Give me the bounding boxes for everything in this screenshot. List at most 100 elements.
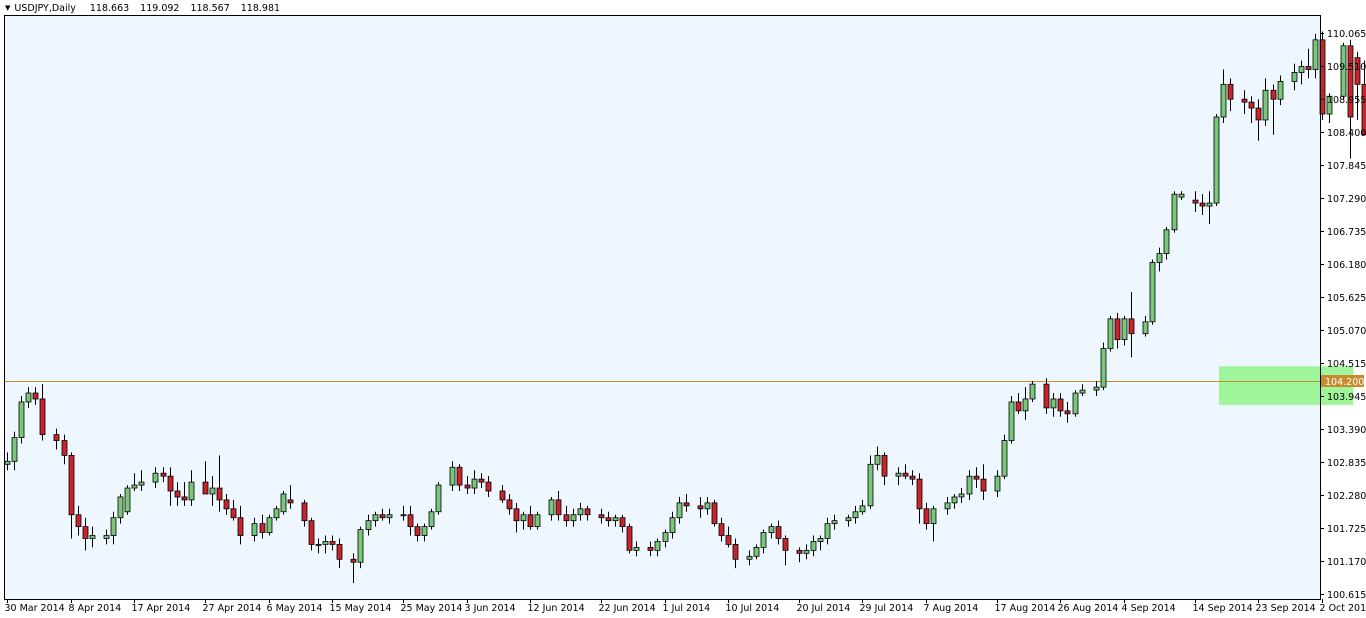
x-tick-label: 23 Sep 2014 xyxy=(1256,603,1316,614)
candle xyxy=(1298,60,1305,85)
candle xyxy=(994,470,1001,497)
x-tick-label: 30 Mar 2014 xyxy=(5,603,65,614)
candle-body-bear xyxy=(464,484,471,489)
candle-body-bull xyxy=(110,517,117,536)
y-tick-label: 106.735 xyxy=(1327,227,1366,238)
candle xyxy=(563,505,570,527)
candle xyxy=(223,493,230,515)
candle xyxy=(619,514,626,533)
candle xyxy=(1248,96,1255,123)
candle xyxy=(598,508,605,524)
candle xyxy=(273,505,280,521)
y-tick-label: 108.400 xyxy=(1327,128,1366,139)
candle xyxy=(167,467,174,506)
candle xyxy=(435,482,442,515)
x-tick-label: 26 Aug 2014 xyxy=(1058,603,1119,614)
candle-body-bull xyxy=(1142,321,1149,335)
candle xyxy=(1093,381,1100,397)
candle xyxy=(973,467,980,489)
candle-body-bull xyxy=(188,481,195,501)
ohlc-close: 118.981 xyxy=(240,3,281,14)
candle-body-bear xyxy=(230,508,237,519)
level-price-tag xyxy=(1321,375,1364,387)
candle xyxy=(181,482,188,506)
candle xyxy=(82,517,89,551)
candle-body-bear xyxy=(1354,57,1361,85)
candle xyxy=(760,529,767,554)
x-tick-label: 10 Jul 2014 xyxy=(726,603,780,614)
candle-body-bull xyxy=(548,499,555,516)
candle-body-bear xyxy=(506,499,513,510)
candle-body-bear xyxy=(53,434,60,441)
candle xyxy=(584,505,591,521)
candle xyxy=(626,523,633,554)
candle xyxy=(1354,51,1361,120)
candle-body-bear xyxy=(407,514,414,528)
candle xyxy=(1057,393,1064,417)
x-tick-label: 3 Jun 2014 xyxy=(465,603,516,614)
candle-body-bull xyxy=(251,523,258,536)
candle xyxy=(803,544,810,560)
candle-body-bull xyxy=(273,508,280,519)
candle-body-bull xyxy=(1022,398,1029,412)
plot-background xyxy=(4,15,1320,599)
candle-body-bear xyxy=(456,466,463,486)
candle xyxy=(1008,396,1015,444)
candle-body-bear xyxy=(287,499,294,504)
candle xyxy=(89,526,96,548)
x-tick-label: 15 May 2014 xyxy=(330,603,392,614)
x-tick-label: 17 Aug 2014 xyxy=(995,603,1056,614)
candle-body-bear xyxy=(513,508,520,522)
candle xyxy=(534,511,541,530)
candle xyxy=(902,464,909,480)
candle xyxy=(322,535,329,554)
candle-body-bear xyxy=(336,544,343,560)
candle xyxy=(117,493,124,524)
y-tick-label: 102.835 xyxy=(1327,458,1366,469)
candle xyxy=(1277,75,1284,106)
candle-body-bull xyxy=(18,401,25,438)
candle xyxy=(1262,78,1269,126)
candle xyxy=(1142,315,1149,337)
candle xyxy=(859,499,866,515)
candle xyxy=(301,499,308,527)
candle-body-bull xyxy=(1298,66,1305,73)
candle-body-bear xyxy=(478,478,485,483)
y-tick-label: 104.515 xyxy=(1327,359,1366,370)
candle xyxy=(951,493,958,509)
x-tick-label: 20 Jul 2014 xyxy=(797,603,851,614)
candle-body-bear xyxy=(181,496,188,501)
candle xyxy=(548,496,555,521)
candle-body-bear xyxy=(308,520,315,545)
candle xyxy=(1270,84,1277,135)
candle xyxy=(1312,33,1319,79)
y-tick-label: 106.180 xyxy=(1327,260,1366,271)
candle xyxy=(633,541,640,557)
candle-body-bull xyxy=(874,454,881,465)
candle xyxy=(1022,387,1029,420)
candle-body-bull xyxy=(895,472,902,477)
triangle-down-icon[interactable]: ▼ xyxy=(5,4,11,12)
candle-body-bear xyxy=(1305,66,1312,70)
candle-body-bull xyxy=(1340,45,1347,97)
candle xyxy=(1326,93,1333,123)
candle xyxy=(1227,78,1234,112)
candle-body-bull xyxy=(810,541,817,551)
candle-body-bull xyxy=(1100,348,1107,388)
candle-body-bear xyxy=(881,454,888,477)
candle-body-bull xyxy=(449,466,456,486)
candle-body-bull xyxy=(867,463,874,507)
candle-body-bull xyxy=(428,511,435,528)
candle-body-bull xyxy=(1050,398,1057,409)
candle xyxy=(577,502,584,521)
candle xyxy=(1361,60,1366,136)
candle xyxy=(287,485,294,509)
y-tick-label: 101.170 xyxy=(1327,557,1366,568)
candle xyxy=(1156,247,1163,272)
candle-body-bull xyxy=(103,535,110,539)
candle-body-bear xyxy=(775,526,782,539)
candle xyxy=(1171,191,1178,233)
candle xyxy=(103,529,110,545)
